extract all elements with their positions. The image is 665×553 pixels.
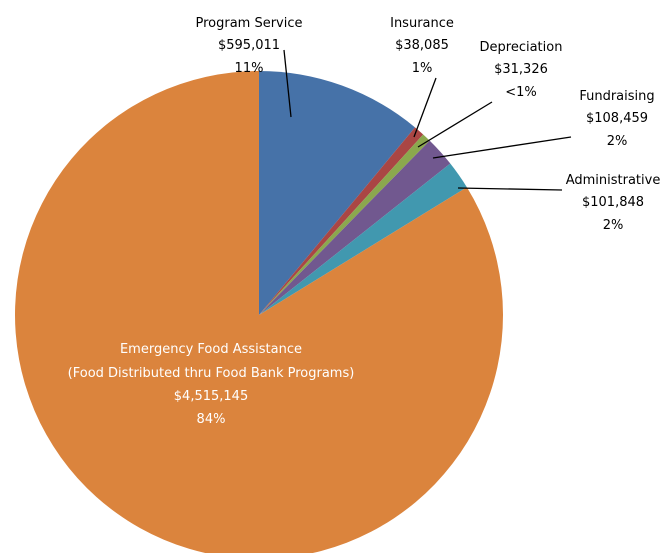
label-program-service-name: Program Service — [195, 16, 302, 31]
label-program-service-amount: $595,011 — [218, 38, 280, 53]
pie-slice-depreciation — [259, 134, 430, 315]
label-depreciation-percent: <1% — [505, 85, 537, 100]
leader-line-fundraising — [432, 136, 572, 159]
label-program-service-percent: 11% — [235, 61, 264, 76]
label-administrative-percent: 2% — [603, 218, 624, 233]
label-insurance-name: Insurance — [390, 16, 454, 31]
label-fundraising-percent: 2% — [607, 134, 628, 149]
pie-slice-emergency-food-assistance — [15, 71, 503, 553]
label-administrative-amount: $101,848 — [582, 195, 644, 210]
pie-slice-fundraising — [259, 140, 451, 315]
label-fundraising-name: Fundraising — [579, 89, 654, 104]
leader-line-program-service — [283, 49, 292, 118]
pie-slices — [15, 71, 503, 553]
pie-slice-insurance — [259, 127, 424, 315]
label-emergency-food-amount: $4,515,145 — [174, 389, 248, 404]
slice-labels: Program Service $595,011 11% Insurance $… — [68, 16, 661, 427]
label-depreciation-amount: $31,326 — [494, 62, 548, 77]
label-emergency-food-percent: 84% — [197, 412, 226, 427]
leader-line-administrative — [457, 187, 563, 191]
leader-line-depreciation — [417, 101, 493, 148]
label-administrative-name: Administrative — [566, 173, 661, 188]
label-insurance-amount: $38,085 — [395, 38, 449, 53]
pie-slice-administrative — [259, 163, 467, 315]
pie-slice-program-service — [259, 71, 415, 315]
label-fundraising-amount: $108,459 — [586, 111, 648, 126]
label-emergency-food-subtitle: (Food Distributed thru Food Bank Program… — [68, 366, 355, 381]
leader-line-insurance — [413, 77, 437, 138]
label-depreciation-name: Depreciation — [480, 40, 563, 55]
label-insurance-percent: 1% — [412, 61, 433, 76]
leader-lines — [283, 49, 572, 191]
label-emergency-food-name: Emergency Food Assistance — [120, 342, 302, 357]
